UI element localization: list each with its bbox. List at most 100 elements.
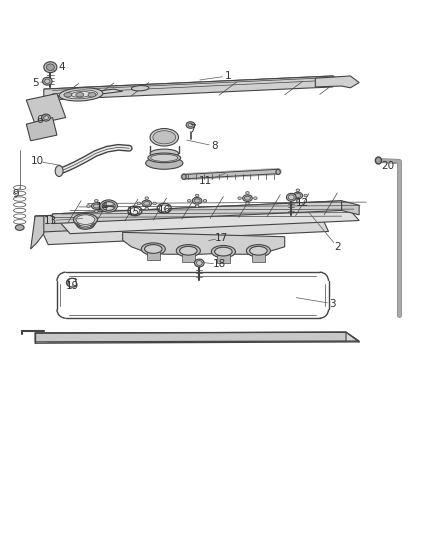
Ellipse shape [293,192,303,199]
Polygon shape [26,118,57,141]
Ellipse shape [64,93,72,97]
Ellipse shape [194,199,200,203]
Ellipse shape [93,204,99,208]
Ellipse shape [130,207,140,214]
Ellipse shape [131,86,149,91]
Polygon shape [44,89,123,100]
Ellipse shape [42,114,50,121]
Ellipse shape [182,174,186,179]
Ellipse shape [286,193,296,201]
Ellipse shape [75,217,96,228]
Ellipse shape [180,246,197,255]
Ellipse shape [59,88,103,101]
Text: 8: 8 [211,141,218,151]
Ellipse shape [46,64,54,70]
Text: 1: 1 [224,71,231,81]
Ellipse shape [141,243,165,255]
Text: 15: 15 [127,207,140,217]
Bar [252,253,265,262]
Ellipse shape [186,122,195,128]
Ellipse shape [102,205,106,207]
Polygon shape [35,203,329,245]
Ellipse shape [145,197,148,199]
Text: 3: 3 [329,298,336,309]
Polygon shape [35,203,315,232]
Ellipse shape [76,93,84,97]
Ellipse shape [304,194,307,197]
Ellipse shape [137,202,141,205]
Text: 17: 17 [215,233,228,243]
Ellipse shape [289,195,294,200]
Ellipse shape [244,196,251,200]
Polygon shape [315,76,359,88]
Ellipse shape [44,62,57,72]
Ellipse shape [150,128,179,146]
Polygon shape [342,201,359,215]
Text: 5: 5 [32,77,39,87]
Ellipse shape [145,207,148,210]
Text: 12: 12 [296,198,309,208]
Ellipse shape [211,246,236,258]
Ellipse shape [79,222,92,228]
Ellipse shape [77,221,94,229]
Ellipse shape [246,202,249,205]
Ellipse shape [153,202,156,205]
Ellipse shape [78,219,93,226]
Bar [182,253,195,262]
Text: 6: 6 [36,115,43,125]
Polygon shape [35,332,359,342]
Ellipse shape [296,189,300,191]
Ellipse shape [87,205,90,207]
Text: 16: 16 [158,205,171,215]
Ellipse shape [296,199,300,202]
Ellipse shape [148,153,180,163]
Polygon shape [53,201,359,233]
Polygon shape [44,76,350,98]
Ellipse shape [195,194,199,197]
Ellipse shape [246,245,270,257]
Text: 13: 13 [44,215,57,225]
Ellipse shape [187,199,191,202]
Ellipse shape [246,191,249,194]
Ellipse shape [144,201,150,205]
Text: 18: 18 [212,260,226,269]
Ellipse shape [254,197,257,199]
Text: 2: 2 [334,242,341,252]
Ellipse shape [15,225,24,230]
Polygon shape [123,232,285,254]
Ellipse shape [76,215,95,224]
Ellipse shape [95,210,98,213]
Ellipse shape [375,157,381,164]
Polygon shape [44,76,333,100]
Ellipse shape [276,169,280,174]
Text: 7: 7 [189,124,196,134]
Ellipse shape [71,92,91,97]
Ellipse shape [295,193,301,198]
Ellipse shape [215,247,232,256]
Ellipse shape [188,123,193,127]
Ellipse shape [150,149,179,158]
Ellipse shape [192,198,202,204]
Ellipse shape [42,77,52,85]
Ellipse shape [55,166,63,176]
Ellipse shape [195,205,199,207]
Text: 14: 14 [96,203,110,212]
Ellipse shape [145,157,183,169]
Ellipse shape [100,200,117,212]
Ellipse shape [153,131,176,144]
Polygon shape [35,332,346,342]
Ellipse shape [288,194,292,197]
Ellipse shape [43,116,48,119]
Ellipse shape [203,199,207,202]
Ellipse shape [151,155,178,161]
Ellipse shape [196,261,202,265]
Text: 11: 11 [199,176,212,186]
Ellipse shape [243,195,252,201]
Text: 9: 9 [12,189,19,199]
Ellipse shape [250,246,267,255]
Text: 4: 4 [58,62,65,72]
Ellipse shape [145,245,162,253]
Text: 19: 19 [66,281,79,291]
Ellipse shape [238,197,241,199]
Ellipse shape [194,259,204,267]
